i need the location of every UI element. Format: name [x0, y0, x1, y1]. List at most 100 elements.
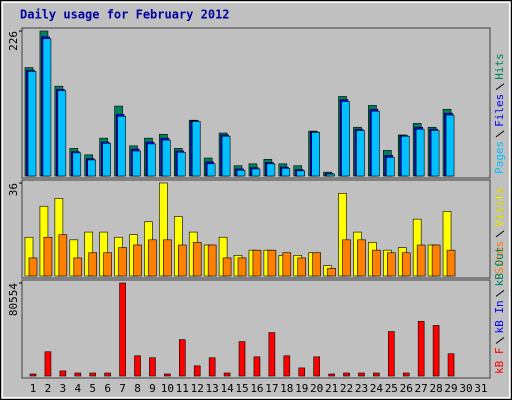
bar [282, 252, 292, 277]
x-tick-label: 12 [191, 382, 204, 395]
bar [206, 163, 216, 177]
bar [149, 357, 156, 377]
bar [266, 163, 276, 177]
bar [326, 173, 335, 177]
bar [89, 372, 97, 377]
bar [132, 150, 141, 177]
bar [311, 132, 320, 177]
bar [193, 365, 201, 377]
bar [148, 239, 157, 277]
bar [57, 90, 67, 177]
legend-separator [495, 130, 505, 138]
bar [372, 249, 381, 277]
legend-label: Sites [493, 241, 506, 274]
x-tick-label: 8 [134, 382, 141, 395]
x-tick-label: 2 [45, 382, 52, 395]
bar [44, 351, 52, 377]
bar [252, 249, 262, 277]
chart-title: Daily usage for February 2012 [20, 8, 230, 22]
bar [222, 257, 232, 277]
bar [447, 353, 455, 377]
y-tick-label: 36 [7, 183, 20, 196]
legend-separator [495, 289, 505, 297]
legend-separator [495, 83, 505, 91]
bar [417, 321, 425, 377]
bar [162, 139, 171, 177]
bar [446, 249, 456, 277]
bar [373, 372, 380, 377]
bar [208, 357, 216, 377]
legend-label: kB F [493, 348, 506, 375]
bar [445, 114, 455, 177]
x-tick-label: 22 [340, 382, 353, 395]
bar [327, 267, 336, 277]
x-tick-label: 28 [429, 382, 442, 395]
bar [59, 370, 67, 377]
bar [43, 236, 53, 277]
bar [163, 239, 172, 277]
x-tick-label: 14 [220, 382, 234, 395]
bar [251, 168, 261, 177]
bar [281, 168, 291, 177]
bar [103, 252, 112, 277]
bar [73, 257, 83, 277]
bar [237, 257, 247, 277]
bar [177, 151, 186, 177]
legend-separator [495, 230, 505, 238]
bar [298, 367, 306, 377]
x-tick-label: 17 [265, 382, 278, 395]
bar [179, 339, 186, 377]
bar [356, 130, 365, 177]
legend-separator [495, 337, 505, 344]
x-tick-label: 5 [89, 382, 96, 395]
bar [42, 38, 52, 177]
bar [74, 372, 82, 377]
x-tick-label: 1 [30, 382, 37, 395]
bar [296, 170, 306, 177]
legend-label: Pages [493, 141, 506, 174]
x-tick-label: 16 [250, 382, 263, 395]
bar [253, 356, 261, 377]
legend-label: kB Out [493, 247, 506, 287]
bar [312, 252, 321, 277]
bar [119, 282, 126, 377]
bar [134, 355, 141, 377]
bar [147, 143, 156, 177]
x-tick-label: 9 [149, 382, 156, 395]
bar [191, 121, 201, 177]
x-tick-label: 6 [104, 382, 111, 395]
bar [238, 341, 246, 377]
bar [236, 169, 246, 177]
bar [388, 331, 395, 377]
bar [118, 247, 127, 277]
bar [72, 152, 82, 177]
bar [102, 142, 111, 177]
x-tick-label: 26 [400, 382, 413, 395]
y-tick-label: 226 [7, 31, 20, 51]
x-tick-label: 30 [459, 382, 472, 395]
bar [27, 71, 37, 177]
bar [371, 110, 380, 177]
x-tick-label: 19 [295, 382, 308, 395]
x-tick-label: 18 [280, 382, 293, 395]
x-tick-label: 3 [60, 382, 67, 395]
bar [313, 356, 320, 377]
bar [223, 372, 231, 377]
x-tick-label: 20 [310, 382, 323, 395]
x-tick-label: 31 [474, 382, 487, 395]
bar [343, 372, 350, 377]
bar [29, 373, 37, 377]
x-tick-label: 4 [74, 382, 81, 395]
bar [341, 101, 350, 177]
bar [416, 244, 426, 277]
legend-label: Files [493, 94, 506, 127]
bar [164, 373, 171, 377]
bar [133, 244, 142, 277]
bar [221, 135, 231, 177]
bar [297, 257, 307, 277]
bar [400, 135, 410, 177]
x-tick-label: 15 [235, 382, 248, 395]
bar [386, 157, 395, 177]
x-tick-label: 11 [176, 382, 189, 395]
